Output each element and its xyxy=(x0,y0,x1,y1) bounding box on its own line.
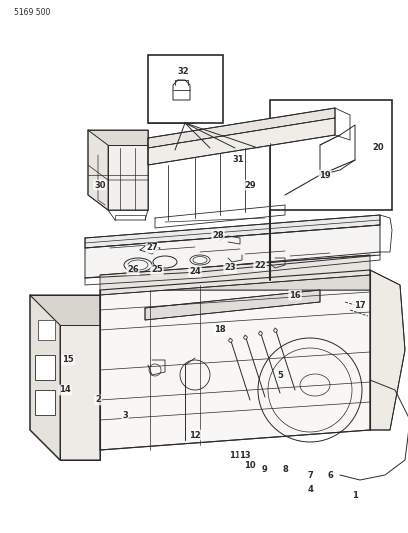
Polygon shape xyxy=(85,225,380,278)
Text: 3: 3 xyxy=(122,410,128,419)
Text: 23: 23 xyxy=(224,263,236,272)
Polygon shape xyxy=(100,290,370,450)
Text: 9: 9 xyxy=(262,465,268,474)
Text: 30: 30 xyxy=(94,181,106,190)
Text: 5: 5 xyxy=(277,370,283,379)
Text: 14: 14 xyxy=(59,385,71,394)
Text: 19: 19 xyxy=(319,171,331,180)
Bar xyxy=(148,55,223,123)
Polygon shape xyxy=(145,290,320,320)
Text: 25: 25 xyxy=(151,265,163,274)
Polygon shape xyxy=(88,130,108,210)
Polygon shape xyxy=(88,130,148,145)
Text: 15: 15 xyxy=(62,356,74,365)
Polygon shape xyxy=(148,118,335,165)
Polygon shape xyxy=(60,325,100,460)
Polygon shape xyxy=(370,270,405,430)
Text: 31: 31 xyxy=(232,156,244,165)
Text: 24: 24 xyxy=(189,268,201,277)
Polygon shape xyxy=(100,270,370,290)
Polygon shape xyxy=(100,255,370,295)
Text: 6: 6 xyxy=(327,471,333,480)
Text: 18: 18 xyxy=(214,326,226,335)
Polygon shape xyxy=(35,390,55,415)
Text: 2: 2 xyxy=(95,395,101,405)
Polygon shape xyxy=(30,295,100,325)
Text: 1: 1 xyxy=(352,490,358,499)
Text: 7: 7 xyxy=(307,471,313,480)
Polygon shape xyxy=(35,355,55,380)
Text: 22: 22 xyxy=(254,261,266,270)
Bar xyxy=(270,100,392,210)
Text: 29: 29 xyxy=(244,181,256,190)
Text: 5169 500: 5169 500 xyxy=(14,8,50,17)
Text: 13: 13 xyxy=(239,450,251,459)
Text: 8: 8 xyxy=(282,465,288,474)
Text: 4: 4 xyxy=(307,486,313,495)
Polygon shape xyxy=(148,108,335,148)
Text: 11: 11 xyxy=(229,450,241,459)
Text: 26: 26 xyxy=(127,265,139,274)
Text: 20: 20 xyxy=(372,143,384,152)
Text: 17: 17 xyxy=(354,301,366,310)
Text: 32: 32 xyxy=(177,68,189,77)
Polygon shape xyxy=(85,215,380,248)
Text: 28: 28 xyxy=(212,230,224,239)
Polygon shape xyxy=(38,320,55,340)
Polygon shape xyxy=(30,295,60,460)
Text: 12: 12 xyxy=(189,431,201,440)
Polygon shape xyxy=(108,145,148,210)
Text: 16: 16 xyxy=(289,290,301,300)
Text: 10: 10 xyxy=(244,461,256,470)
Text: 27: 27 xyxy=(146,244,158,253)
